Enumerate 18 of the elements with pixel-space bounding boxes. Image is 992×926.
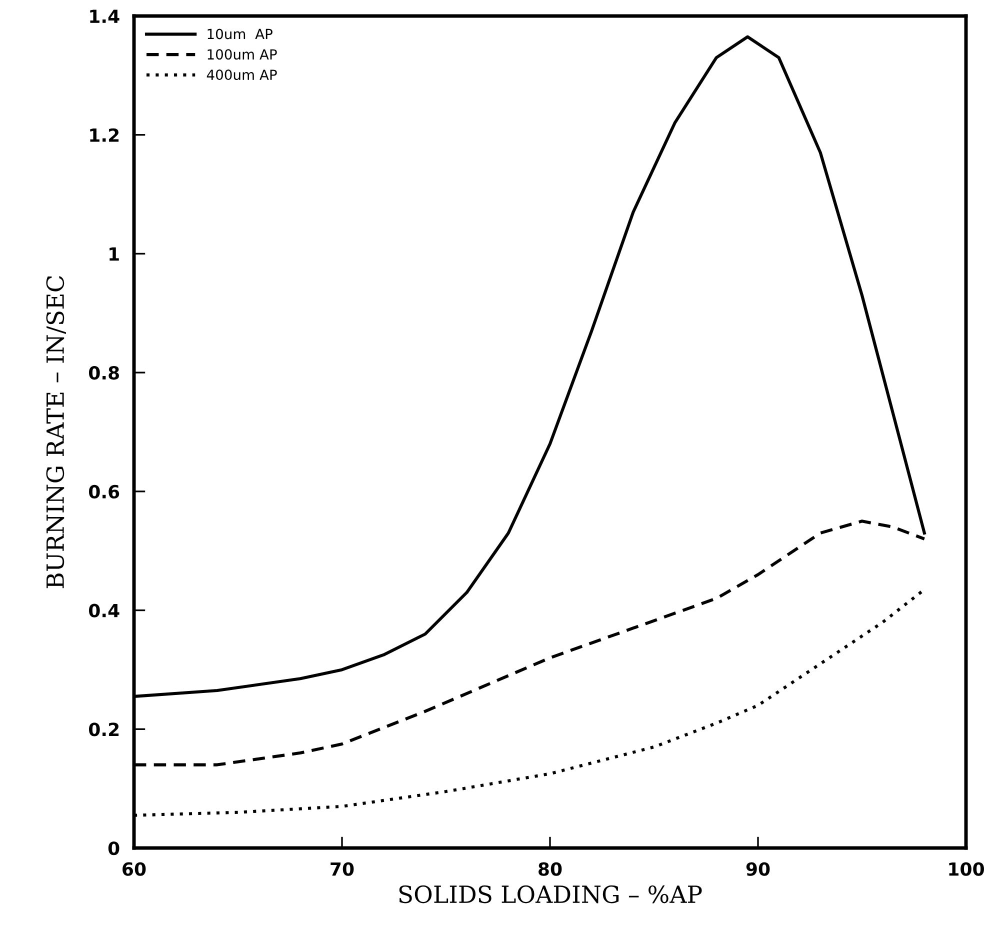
y-axis-title: BURNING RATE – IN/SEC bbox=[46, 276, 66, 588]
y-tick-label: 0.4 bbox=[88, 604, 120, 618]
x-tick-label: 60 bbox=[122, 862, 146, 876]
y-tick-label: 1.2 bbox=[90, 128, 119, 142]
x-tick-label: 80 bbox=[538, 862, 562, 876]
x-tick-label: 100 bbox=[949, 862, 984, 876]
legend-label: 100um AP bbox=[208, 49, 277, 60]
y-tick-label: 0 bbox=[108, 841, 120, 856]
x-axis-title: SOLIDS LOADING – %AP bbox=[399, 885, 702, 904]
y-tick-label: 1.4 bbox=[90, 10, 120, 23]
legend-label: 400um AP bbox=[206, 70, 277, 80]
y-tick-label: 0.6 bbox=[88, 484, 120, 499]
y-tick-label: 0.8 bbox=[88, 366, 119, 380]
x-tick-label: 70 bbox=[330, 862, 354, 876]
y-tick-label: 1 bbox=[110, 247, 119, 261]
y-tick-label: 0.2 bbox=[88, 722, 119, 736]
x-tick-label: 90 bbox=[746, 862, 770, 876]
legend-label: 10um AP bbox=[208, 28, 272, 40]
